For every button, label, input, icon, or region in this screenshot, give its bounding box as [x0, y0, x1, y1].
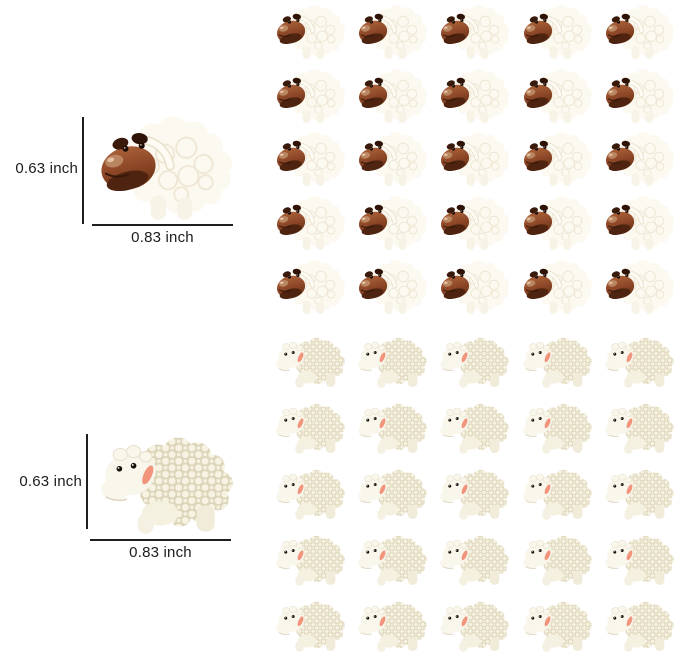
brown-sheep-figurine	[597, 0, 679, 64]
brown-sheep-figurine	[515, 0, 597, 64]
white-sheep-width-dimension-line	[90, 539, 231, 541]
white-sheep-figurine	[597, 394, 679, 460]
white-sheep-figurine	[597, 328, 679, 394]
brown-sheep-figurine	[515, 64, 597, 128]
white-sheep-figurine	[350, 394, 432, 460]
white-sheep-grid	[268, 328, 679, 658]
white-sheep-width-label: 0.83 inch	[129, 544, 192, 561]
white-sheep-figurine	[432, 328, 514, 394]
brown-sheep-height-dimension-line	[82, 117, 84, 224]
white-sheep-figurine	[432, 526, 514, 592]
white-sheep-figurine	[350, 460, 432, 526]
brown-sheep-figurine	[350, 0, 432, 64]
white-sheep-figurine	[515, 460, 597, 526]
brown-sheep-figurine	[268, 191, 350, 255]
white-sheep-figurine	[268, 328, 350, 394]
brown-sheep-figurine	[268, 254, 350, 318]
brown-sheep-height-label: 0.63 inch	[15, 160, 78, 177]
white-sheep-figurine	[515, 592, 597, 658]
white-sheep-figurine	[432, 394, 514, 460]
brown-sheep-figurine	[432, 254, 514, 318]
white-sheep-figurine	[268, 592, 350, 658]
white-sheep-figurine	[597, 592, 679, 658]
brown-sheep-figurine	[515, 191, 597, 255]
white-sheep-figurine	[515, 526, 597, 592]
brown-sheep-figurine	[515, 254, 597, 318]
white-sheep-figurine	[268, 394, 350, 460]
brown-sheep-figurine	[350, 64, 432, 128]
brown-sheep-figurine	[432, 191, 514, 255]
white-sheep-figurine	[350, 328, 432, 394]
brown-sheep-figurine	[597, 254, 679, 318]
brown-sheep-figurine	[515, 127, 597, 191]
brown-sheep-figurine	[432, 127, 514, 191]
brown-sheep-figurine	[268, 127, 350, 191]
brown-sheep-figurine	[597, 191, 679, 255]
brown-sheep-figurine	[432, 64, 514, 128]
white-sheep-figurine	[432, 592, 514, 658]
brown-sheep-figurine	[432, 0, 514, 64]
white-sheep-figurine	[597, 526, 679, 592]
white-sheep-figurine	[432, 460, 514, 526]
brown-sheep-width-label: 0.83 inch	[131, 229, 194, 246]
white-sheep-figurine	[515, 328, 597, 394]
white-sheep-figurine	[268, 526, 350, 592]
white-sheep-height-label: 0.63 inch	[19, 473, 82, 490]
white-sheep-figurine	[515, 394, 597, 460]
white-sheep-figurine	[268, 460, 350, 526]
brown-sheep-figurine	[350, 254, 432, 318]
brown-sheep-figurine	[268, 0, 350, 64]
white-sheep-height-dimension-line	[86, 434, 88, 529]
brown-sheep-figurine	[597, 127, 679, 191]
brown-sheep-figurine-photo	[92, 112, 234, 222]
white-sheep-figurine	[350, 526, 432, 592]
white-sheep-figurine	[597, 460, 679, 526]
brown-sheep-grid	[268, 0, 679, 318]
white-sheep-figurine	[350, 592, 432, 658]
white-sheep-figurine-photo	[93, 428, 235, 538]
brown-sheep-figurine	[597, 64, 679, 128]
brown-sheep-figurine	[350, 191, 432, 255]
brown-sheep-figurine	[350, 127, 432, 191]
brown-sheep-width-dimension-line	[92, 224, 233, 226]
brown-sheep-figurine	[268, 64, 350, 128]
